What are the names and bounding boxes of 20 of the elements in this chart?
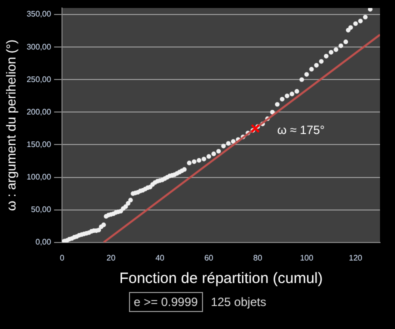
y-tick-label: 0,00 bbox=[35, 238, 52, 247]
annotation: ω ≈ 175° bbox=[277, 122, 325, 137]
x-tick-label: 40 bbox=[155, 253, 165, 262]
y-tick-label: 250,00 bbox=[26, 74, 52, 84]
text: 125 objets bbox=[210, 295, 266, 309]
y-tick-label: 50,00 bbox=[31, 205, 52, 214]
x-tick-label: 80 bbox=[253, 253, 263, 262]
y-tick-label: 150,00 bbox=[26, 140, 52, 149]
x-tick-label: 120 bbox=[348, 253, 363, 262]
text: e >= 0.9999 bbox=[128, 292, 203, 312]
x-tick-label: 0 bbox=[60, 253, 65, 262]
y-tick-label: 350,00 bbox=[26, 10, 52, 19]
y-tick-label: 300,00 bbox=[26, 42, 52, 52]
x-tick-label: 20 bbox=[106, 253, 116, 262]
y-axis-title: ω : argument du perihelion (°) bbox=[3, 39, 18, 211]
y-tick-label: 200,00 bbox=[26, 107, 52, 116]
x-tick-label: 100 bbox=[300, 253, 314, 262]
x-axis-title: Fonction de répartition (cumul) bbox=[119, 270, 323, 288]
y-tick-label: 100,00 bbox=[26, 172, 52, 182]
x-tick-label: 60 bbox=[204, 253, 214, 262]
